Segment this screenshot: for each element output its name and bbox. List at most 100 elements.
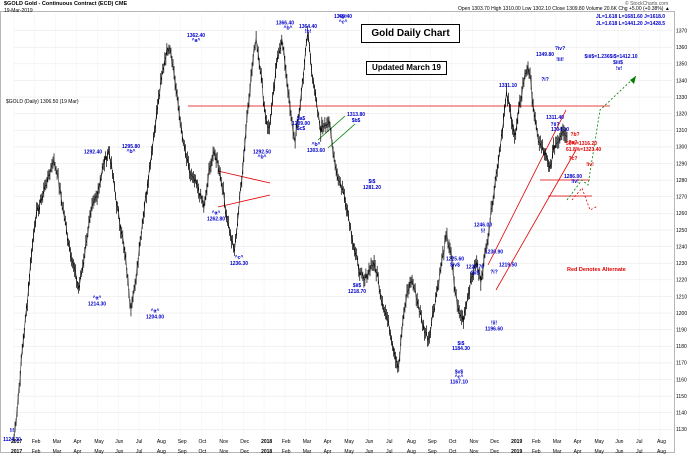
wave-label: ^b^: [258, 154, 267, 160]
wave-label: $i$: [458, 341, 465, 347]
y-tick-label: 1310: [676, 128, 687, 134]
wave-label: ^c^: [339, 20, 348, 26]
x-tick-label: Jun: [365, 439, 373, 445]
x-tick-label: May: [344, 439, 354, 445]
y-tick-label: 1170: [676, 361, 687, 367]
price-line: [13, 34, 568, 439]
red-note: Red Denotes Alternate: [567, 267, 626, 273]
wave-label: ^a^: [93, 295, 102, 301]
wave-label: 1184.30: [452, 346, 470, 352]
y-tick-label: 1190: [676, 327, 687, 333]
x-tick-label: Feb: [32, 439, 41, 445]
wave-label: 1246.00: [474, 223, 492, 229]
x-tick-label-bottom: Apr: [574, 449, 582, 455]
wave-label: $v$: [455, 370, 464, 376]
wave-label: ?c?: [569, 156, 578, 162]
wave-label: ?a?: [569, 140, 578, 146]
wave-label: 1369.40: [334, 14, 352, 20]
chart-date: 19-Mar-2019: [4, 8, 33, 14]
x-tick-label: May: [594, 439, 604, 445]
x-tick-label: Jul: [636, 439, 642, 445]
wave-label: ^b^: [284, 26, 293, 32]
wave-label: $ii$: [471, 271, 480, 277]
x-tick-label-bottom: Aug: [407, 449, 416, 455]
wave-label: $iii$: [613, 60, 623, 66]
wave-label: 1167.10: [450, 380, 468, 386]
y-tick-label: 1360: [676, 45, 687, 51]
y-tick-label: 1370: [676, 28, 687, 34]
ohlc-readout: Open 1303.70 High 1310.00 Low 1302.10 Cl…: [458, 6, 670, 12]
wave-label: 1220.70: [466, 265, 484, 271]
x-tick-label: Oct: [199, 439, 207, 445]
wave-label: ^c^: [455, 375, 464, 381]
wave-label: 1124.30: [3, 437, 21, 443]
x-tick-label-bottom: Dec: [490, 449, 499, 455]
x-tick-label: Jul: [386, 439, 392, 445]
x-tick-label-bottom: Jul: [636, 449, 642, 455]
x-tick-label: Mar: [53, 439, 62, 445]
wave-label: 1366.40: [276, 21, 294, 27]
y-tick-label: 1160: [676, 377, 687, 383]
triangle-upper-line: [217, 170, 271, 184]
y-tick-label: 1130: [676, 427, 687, 433]
updated-box: Updated March 19: [366, 61, 447, 75]
y-tick-label: 1290: [676, 161, 687, 167]
x-tick-label: 2019: [511, 439, 522, 445]
x-tick-label-bottom: Mar: [553, 449, 562, 455]
wave-label: 1204.00: [146, 314, 164, 320]
x-tick-label-bottom: Mar: [303, 449, 312, 455]
target-note-2: JL=1.618 L=1441.20 J=1428.5: [596, 21, 666, 27]
x-tick-label: Aug: [657, 439, 666, 445]
wave-label: 1196.60: [485, 327, 503, 333]
green-channel-upper: [317, 115, 346, 141]
x-tick-label-bottom: Aug: [657, 449, 666, 455]
x-tick-label: Jun: [615, 439, 623, 445]
x-tick-label-bottom: Jun: [365, 449, 373, 455]
price-series: [13, 26, 568, 443]
wave-label: $b$: [352, 118, 361, 124]
wave-label: !v!: [616, 66, 622, 72]
x-tick-label-bottom: Jul: [386, 449, 392, 455]
wave-label: 1292.40: [84, 150, 102, 156]
x-tick-label-bottom: Oct: [199, 449, 207, 455]
wave-label: $ii$: [353, 283, 362, 289]
wave-label: 1281.20: [363, 185, 381, 191]
wave-label: 1295.80: [122, 144, 140, 150]
x-tick-label: 2018: [261, 439, 272, 445]
x-axis: 2017 2017 Feb Feb Mar Mar Apr Apr May May Jun Jun Ju…: [11, 439, 666, 455]
x-tick-label-bottom: May: [344, 449, 354, 455]
wave-label: 1219.50: [499, 263, 517, 269]
x-tick-label-bottom: Oct: [449, 449, 457, 455]
wave-label: !b!: [305, 29, 312, 35]
x-tick-label: Apr: [324, 439, 332, 445]
brand: © StockCharts.com: [625, 1, 669, 7]
x-tick-label: Sep: [178, 439, 187, 445]
x-tick-label: Mar: [303, 439, 312, 445]
wave-label: 1364.40: [299, 24, 317, 30]
wave-label: $iv$: [450, 263, 460, 269]
wave-label: $iii$=1.236$i$=1412.10: [584, 54, 637, 60]
x-tick-label-bottom: Mar: [53, 449, 62, 455]
projection-arrow: [630, 76, 636, 84]
x-tick-label-bottom: Dec: [240, 449, 249, 455]
wave-label: 1236.30: [230, 261, 248, 267]
wave-label: ?i?: [490, 270, 498, 276]
wave-label: 1331.10: [499, 83, 517, 89]
fib-618: 61.8%=1323.40: [566, 147, 602, 153]
wave-label: 1349.80: [536, 52, 554, 58]
y-axis: 1130 1140 1150 1160 1170 1180 1190 1200 1210 1220…: [676, 28, 687, 433]
y-tick-label: 1250: [676, 228, 687, 234]
wave-label: !i!: [481, 229, 486, 235]
wave-label: 1214.30: [88, 301, 106, 307]
x-tick-label-bottom: May: [94, 449, 104, 455]
x-tick-label-bottom: Feb: [32, 449, 41, 455]
wave-label: 1311.40: [546, 115, 564, 121]
x-tick-label-bottom: Feb: [282, 449, 291, 455]
x-tick-label-bottom: Apr: [324, 449, 332, 455]
x-tick-label: Sep: [428, 439, 437, 445]
wave-label: $i$: [369, 179, 376, 185]
y-tick-label: 1320: [676, 111, 687, 117]
wave-label: ^b^: [339, 15, 348, 21]
y-tick-label: 1280: [676, 178, 687, 184]
